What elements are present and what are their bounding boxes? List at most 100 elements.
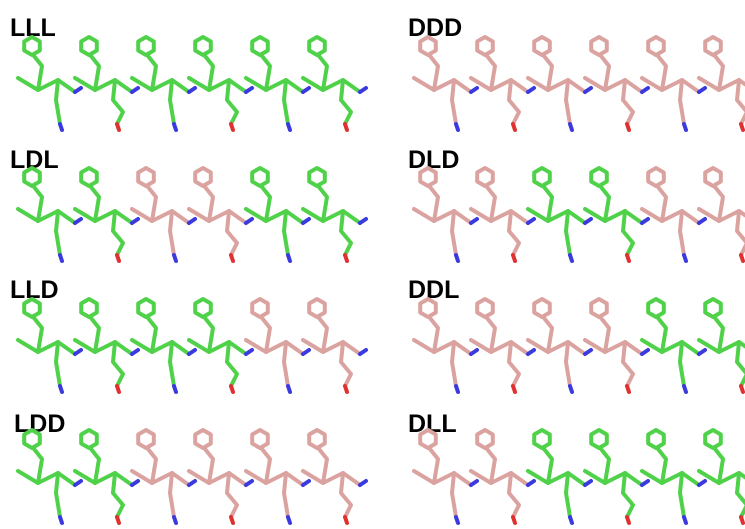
side-chain — [680, 211, 684, 255]
phenyl-ring — [81, 168, 97, 186]
nitrogen — [528, 88, 534, 92]
terminal-atom — [627, 517, 629, 523]
side-chain — [430, 449, 438, 483]
terminal-atom — [288, 255, 290, 261]
nitrogen — [471, 481, 477, 485]
side-chain — [148, 187, 156, 221]
backbone — [18, 78, 75, 92]
side-chain — [715, 187, 723, 221]
phenyl-ring — [309, 37, 325, 55]
backbone — [246, 471, 303, 485]
backbone — [642, 340, 699, 354]
nitrogen — [132, 219, 138, 223]
side-chain — [91, 187, 99, 221]
side-chain — [737, 473, 745, 517]
side-chain — [715, 56, 723, 90]
backbone — [585, 78, 642, 92]
side-chain — [205, 187, 213, 221]
side-chain — [170, 473, 174, 517]
side-chain — [56, 342, 60, 386]
side-chain — [544, 187, 552, 221]
backbone — [75, 471, 132, 485]
side-chain — [487, 449, 495, 483]
phenyl-ring — [648, 430, 664, 448]
terminal-atom — [570, 386, 572, 392]
backbone — [414, 471, 471, 485]
terminal-atom — [288, 124, 290, 130]
phenyl-ring — [252, 168, 268, 186]
backbone — [414, 209, 471, 223]
side-chain — [544, 318, 552, 352]
side-chain — [319, 56, 327, 90]
phenyl-ring — [138, 37, 154, 55]
terminal-atom — [345, 386, 347, 392]
phenyl-ring — [648, 37, 664, 55]
nitrogen — [189, 219, 195, 223]
backbone — [471, 471, 528, 485]
phenyl-ring — [477, 299, 493, 317]
backbone — [75, 78, 132, 92]
backbone — [303, 471, 360, 485]
nitrogen — [699, 219, 705, 223]
nitrogen — [75, 88, 81, 92]
phenyl-ring — [195, 168, 211, 186]
peptide-model — [414, 168, 745, 261]
nitrogen — [528, 481, 534, 485]
nitrogen — [75, 350, 81, 354]
side-chain — [262, 449, 270, 483]
side-chain — [737, 342, 745, 386]
side-chain — [284, 80, 288, 124]
terminal-atom — [684, 517, 686, 523]
backbone — [414, 78, 471, 92]
terminal-atom — [684, 255, 686, 261]
phenyl-ring — [81, 299, 97, 317]
panel-label: DDL — [408, 276, 459, 304]
side-chain — [148, 56, 156, 90]
terminal-atom — [231, 124, 233, 130]
phenyl-ring — [591, 168, 607, 186]
backbone — [189, 340, 246, 354]
nitrogen — [75, 481, 81, 485]
nitrogen — [471, 219, 477, 223]
nitrogen — [585, 481, 591, 485]
side-chain — [566, 80, 570, 124]
side-chain — [34, 56, 42, 90]
side-chain — [284, 342, 288, 386]
nitrogen — [360, 350, 366, 354]
side-chain — [430, 187, 438, 221]
terminal-atom — [627, 386, 629, 392]
terminal-atom — [684, 386, 686, 392]
terminal-atom — [456, 386, 458, 392]
nitrogen — [75, 219, 81, 223]
side-chain — [658, 187, 666, 221]
side-chain — [91, 56, 99, 90]
terminal-atom — [456, 255, 458, 261]
phenyl-ring — [591, 37, 607, 55]
nitrogen — [642, 481, 648, 485]
backbone — [303, 78, 360, 92]
phenyl-ring — [138, 299, 154, 317]
terminal-atom — [741, 124, 743, 130]
side-chain — [566, 342, 570, 386]
peptide-model — [18, 299, 366, 392]
terminal-atom — [513, 255, 515, 261]
phenyl-ring — [705, 299, 721, 317]
phenyl-ring — [195, 430, 211, 448]
side-chain — [452, 80, 456, 124]
phenyl-ring — [138, 430, 154, 448]
side-chain — [658, 318, 666, 352]
terminal-atom — [231, 255, 233, 261]
side-chain — [658, 56, 666, 90]
terminal-atom — [60, 386, 62, 392]
phenyl-ring — [534, 37, 550, 55]
terminal-atom — [60, 124, 62, 130]
terminal-atom — [741, 255, 743, 261]
side-chain — [148, 318, 156, 352]
side-chain — [56, 211, 60, 255]
terminal-atom — [456, 124, 458, 130]
nitrogen — [303, 481, 309, 485]
backbone — [18, 209, 75, 223]
phenyl-ring — [591, 299, 607, 317]
side-chain — [34, 187, 42, 221]
terminal-atom — [345, 255, 347, 261]
